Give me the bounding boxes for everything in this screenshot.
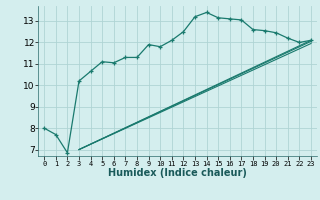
X-axis label: Humidex (Indice chaleur): Humidex (Indice chaleur) [108, 168, 247, 178]
